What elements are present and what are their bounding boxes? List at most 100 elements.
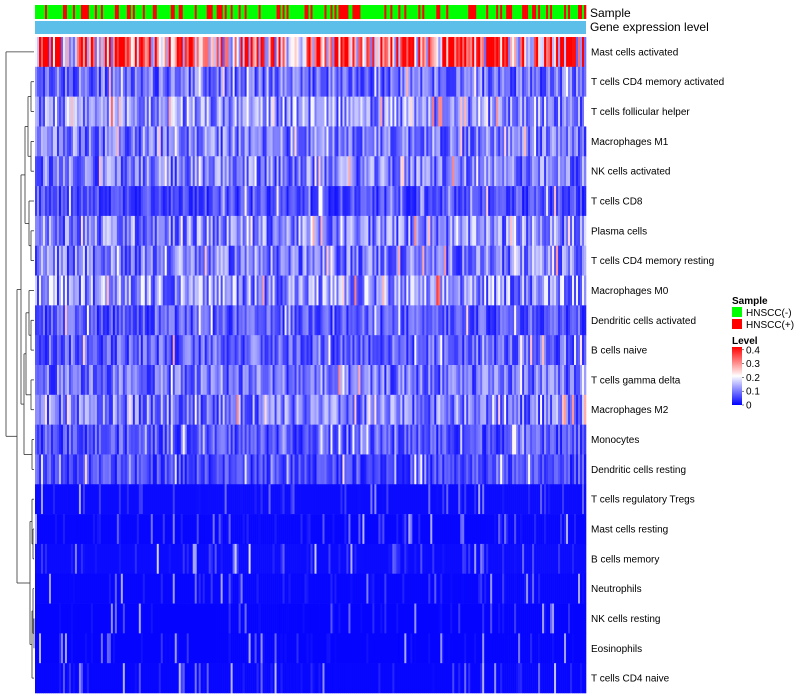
- heatmap-cell: [412, 365, 415, 396]
- heatmap-cell: [284, 424, 287, 455]
- heatmap-cell: [282, 215, 285, 247]
- heatmap-cell: [236, 305, 239, 336]
- heatmap-cell: [340, 186, 343, 217]
- heatmap-cell: [326, 66, 329, 97]
- sample-annotation-cell: [438, 5, 441, 19]
- heatmap-cell: [184, 454, 188, 485]
- heatmap-cell: [466, 156, 469, 187]
- heatmap-cell: [482, 96, 485, 127]
- heatmap-cell: [332, 514, 335, 545]
- heatmap-cell: [316, 454, 319, 485]
- heatmap-cell: [250, 424, 253, 455]
- heatmap-cell: [130, 96, 134, 127]
- heatmap-cell: [522, 484, 525, 515]
- heatmap-cell: [582, 454, 585, 485]
- heatmap-cell: [66, 66, 70, 97]
- heatmap-cell: [172, 454, 176, 485]
- heatmap-cell: [224, 514, 227, 545]
- heatmap-cell: [462, 275, 465, 306]
- heatmap-cell: [552, 66, 555, 97]
- heatmap-cell: [438, 126, 441, 157]
- heatmap-cell: [162, 275, 166, 306]
- heatmap-cell: [554, 96, 557, 127]
- heatmap-cell: [148, 365, 152, 396]
- sample-annotation-cell: [538, 5, 541, 19]
- heatmap-cell: [322, 484, 325, 515]
- heatmap-cell: [72, 305, 76, 336]
- heatmap-cell: [274, 96, 277, 127]
- heatmap-cell: [86, 514, 90, 545]
- heatmap-cell: [476, 514, 479, 545]
- heatmap-cell: [458, 37, 461, 68]
- heatmap-cell: [522, 454, 525, 485]
- heatmap-cell: [330, 126, 333, 157]
- heatmap-cell: [438, 96, 441, 127]
- heatmap-cell: [46, 275, 50, 306]
- heatmap-cell: [304, 454, 307, 485]
- heatmap-cell: [258, 96, 261, 127]
- heatmap-cell: [406, 484, 409, 515]
- heatmap-cell: [38, 245, 42, 276]
- heatmap-cell: [102, 126, 106, 157]
- heatmap-cell: [126, 394, 130, 425]
- heatmap-cell: [386, 215, 389, 247]
- sample-annotation-cell: [576, 5, 579, 19]
- heatmap-cell: [114, 335, 118, 366]
- sample-annotation-cell: [280, 5, 283, 19]
- heatmap-cell: [452, 275, 455, 306]
- heatmap-cell: [532, 365, 535, 396]
- heatmap-cell: [202, 96, 205, 127]
- heatmap-cell: [548, 365, 551, 396]
- heatmap-cell: [112, 484, 116, 515]
- heatmap-cell: [306, 365, 309, 396]
- heatmap-cell: [492, 96, 495, 127]
- heatmap-cell: [392, 335, 395, 366]
- heatmap-cell: [294, 275, 297, 306]
- sample-annotation-cell: [322, 5, 325, 19]
- heatmap-cell: [168, 394, 172, 425]
- sample-annotation-cell: [566, 5, 569, 19]
- heatmap-cell: [460, 37, 463, 68]
- heatmap-cell: [516, 156, 519, 187]
- heatmap-cell: [338, 215, 341, 247]
- heatmap-cell: [182, 96, 186, 127]
- heatmap-cell: [272, 245, 275, 276]
- sample-annotation-cell: [252, 5, 255, 19]
- heatmap-cell: [266, 96, 269, 127]
- heatmap-cell: [340, 365, 343, 396]
- heatmap-cell: [434, 186, 437, 217]
- heatmap-cell: [280, 215, 283, 247]
- heatmap-cell: [492, 514, 495, 545]
- heatmap-cell: [474, 305, 477, 336]
- heatmap-cell: [224, 245, 227, 276]
- heatmap-cell: [288, 484, 291, 515]
- heatmap-cell: [438, 156, 441, 187]
- heatmap-cell: [422, 215, 425, 247]
- heatmap-cell: [342, 96, 345, 127]
- heatmap-cell: [256, 245, 259, 276]
- heatmap-cell: [346, 424, 349, 455]
- heatmap-cell: [170, 96, 174, 127]
- heatmap-cell: [132, 484, 136, 515]
- heatmap-cell: [280, 37, 283, 68]
- heatmap-cell: [420, 394, 423, 425]
- heatmap-cell: [542, 484, 545, 515]
- heatmap-cell: [258, 424, 261, 455]
- heatmap-cell: [416, 484, 419, 515]
- heatmap-cell: [444, 365, 447, 396]
- heatmap-cell: [272, 215, 275, 247]
- heatmap-cell: [502, 394, 505, 425]
- heatmap-cell: [530, 126, 533, 157]
- heatmap-cell: [122, 484, 126, 515]
- heatmap-cell: [252, 365, 255, 396]
- heatmap-cell: [250, 186, 253, 217]
- sample-annotation-cell: [124, 5, 128, 19]
- heatmap-cell: [106, 186, 110, 217]
- heatmap-cell: [266, 305, 269, 336]
- heatmap-cell: [436, 186, 439, 217]
- heatmap-cell: [518, 335, 521, 366]
- heatmap-cell: [120, 335, 124, 366]
- heatmap-cell: [434, 96, 437, 127]
- heatmap-cell: [40, 484, 44, 515]
- heatmap-cell: [480, 275, 483, 306]
